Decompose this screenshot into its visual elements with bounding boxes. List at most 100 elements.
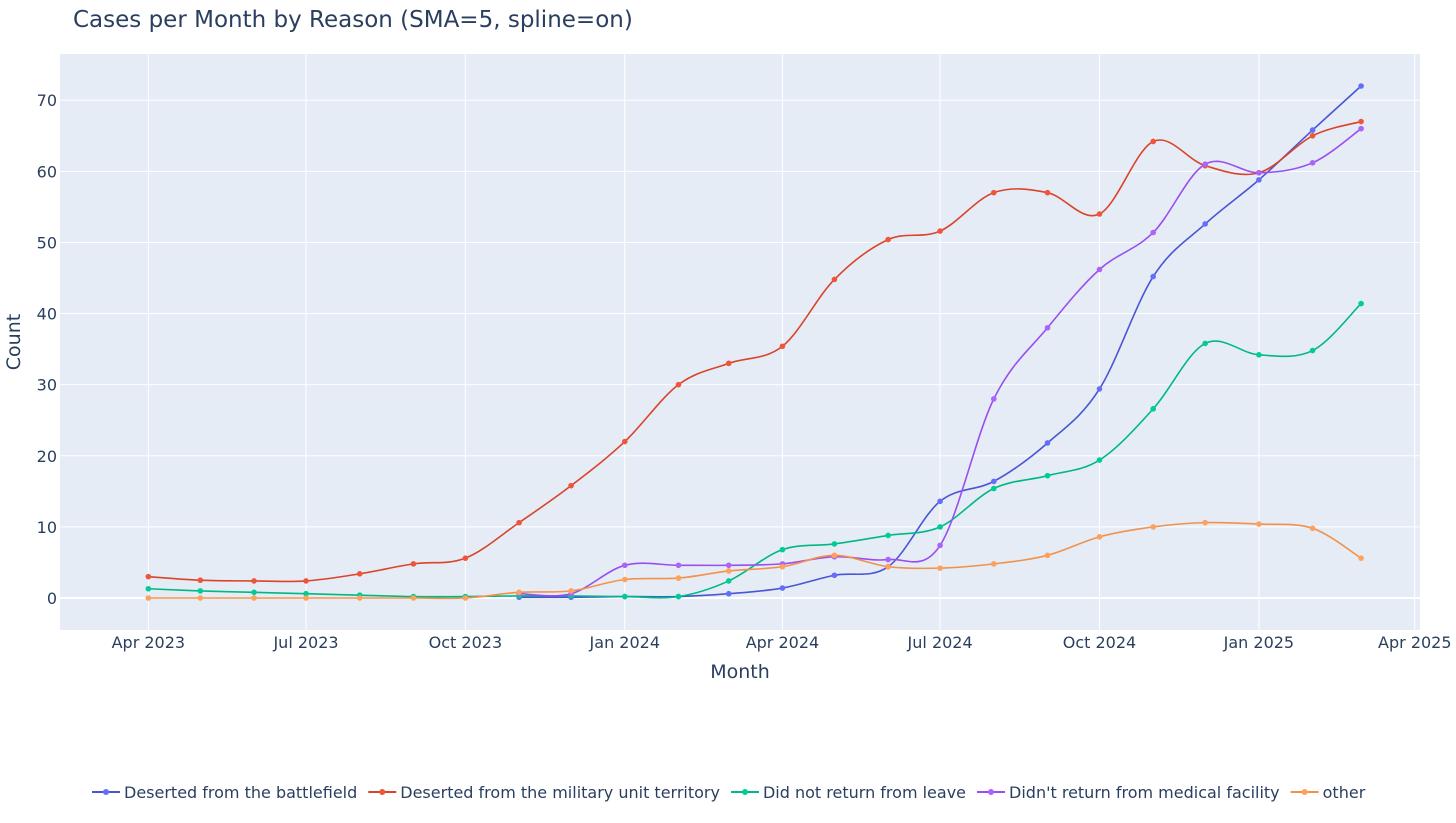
data-point[interactable] (462, 555, 469, 561)
data-point[interactable] (621, 576, 628, 583)
data-point[interactable] (1358, 300, 1364, 307)
legend-item-1[interactable]: Deserted from the military unit territor… (368, 783, 720, 802)
data-point[interactable] (1202, 161, 1208, 168)
data-point[interactable] (145, 573, 152, 580)
legend-item-3[interactable]: Didn't return from medical facility (977, 783, 1280, 802)
data-point[interactable] (1096, 266, 1103, 273)
data-point[interactable] (1202, 519, 1208, 526)
data-point[interactable] (1358, 125, 1364, 132)
data-point[interactable] (1309, 132, 1316, 139)
data-point[interactable] (1150, 229, 1156, 236)
data-point[interactable] (516, 519, 522, 526)
data-point[interactable] (1256, 352, 1262, 358)
data-point[interactable] (831, 541, 838, 547)
data-point[interactable] (1256, 169, 1262, 176)
data-point[interactable] (779, 343, 786, 350)
data-point[interactable] (197, 595, 204, 601)
data-point[interactable] (675, 562, 682, 569)
data-point[interactable] (1044, 440, 1051, 446)
data-point[interactable] (251, 589, 257, 596)
data-point[interactable] (197, 577, 204, 584)
data-point[interactable] (991, 396, 997, 402)
legend-label: Deserted from the battlefield (124, 783, 357, 802)
data-point[interactable] (1358, 555, 1364, 561)
data-point[interactable] (937, 524, 943, 530)
data-point[interactable] (937, 498, 943, 505)
data-point[interactable] (1202, 340, 1208, 347)
data-point[interactable] (1358, 118, 1364, 125)
data-point[interactable] (937, 565, 943, 571)
data-point[interactable] (831, 276, 838, 283)
data-point[interactable] (991, 485, 997, 492)
data-point[interactable] (410, 561, 417, 567)
data-point[interactable] (1096, 534, 1103, 540)
data-point[interactable] (1202, 221, 1208, 227)
data-point[interactable] (303, 590, 309, 597)
data-point[interactable] (991, 561, 997, 567)
legend-item-2[interactable]: Did not return from leave (730, 783, 966, 802)
data-point[interactable] (1096, 457, 1103, 463)
data-point[interactable] (621, 438, 628, 445)
data-point[interactable] (779, 546, 786, 553)
data-point[interactable] (568, 588, 574, 594)
data-point[interactable] (568, 482, 574, 489)
data-point[interactable] (1256, 521, 1262, 527)
data-point[interactable] (1309, 127, 1316, 133)
data-point[interactable] (621, 562, 628, 569)
data-point[interactable] (516, 589, 522, 596)
data-point[interactable] (937, 228, 943, 234)
data-point[interactable] (303, 578, 309, 584)
data-point[interactable] (303, 595, 309, 601)
data-point[interactable] (1150, 138, 1156, 145)
data-point[interactable] (1256, 177, 1262, 183)
data-point[interactable] (1358, 83, 1364, 89)
data-point[interactable] (831, 552, 838, 559)
data-point[interactable] (1150, 406, 1156, 412)
data-point[interactable] (725, 578, 732, 584)
legend-item-0[interactable]: Deserted from the battlefield (92, 783, 357, 802)
data-point[interactable] (885, 563, 891, 570)
data-point[interactable] (1150, 524, 1156, 530)
data-point[interactable] (1309, 160, 1316, 166)
data-point[interactable] (621, 593, 628, 600)
data-point[interactable] (145, 585, 152, 592)
data-point[interactable] (462, 595, 469, 601)
data-point[interactable] (725, 568, 732, 574)
data-point[interactable] (1044, 472, 1051, 479)
data-point[interactable] (145, 595, 152, 601)
data-point[interactable] (675, 381, 682, 388)
data-point[interactable] (885, 556, 891, 563)
data-point[interactable] (1096, 211, 1103, 217)
data-point[interactable] (1096, 386, 1103, 392)
data-point[interactable] (1044, 189, 1051, 196)
series-group (145, 83, 1364, 601)
data-point[interactable] (1150, 273, 1156, 280)
data-point[interactable] (885, 236, 891, 243)
data-point[interactable] (725, 562, 732, 569)
data-point[interactable] (831, 572, 838, 579)
y-tick-label: 30 (37, 376, 57, 395)
data-point[interactable] (779, 563, 786, 570)
legend-marker (379, 789, 386, 795)
data-point[interactable] (991, 189, 997, 196)
data-point[interactable] (779, 585, 786, 591)
data-point[interactable] (1309, 525, 1316, 532)
data-point[interactable] (991, 478, 997, 485)
data-point[interactable] (885, 532, 891, 539)
data-point[interactable] (356, 571, 363, 577)
data-point[interactable] (675, 575, 682, 581)
data-point[interactable] (197, 588, 204, 594)
data-point[interactable] (675, 593, 682, 600)
data-point[interactable] (725, 360, 732, 367)
data-point[interactable] (356, 595, 363, 601)
data-point[interactable] (1044, 552, 1051, 559)
data-point[interactable] (725, 590, 732, 597)
data-point[interactable] (410, 595, 417, 601)
data-point[interactable] (251, 578, 257, 584)
data-point[interactable] (1309, 347, 1316, 354)
legend-item-4[interactable]: other (1290, 783, 1366, 802)
data-point[interactable] (251, 595, 257, 601)
data-point[interactable] (1044, 324, 1051, 331)
data-point[interactable] (937, 542, 943, 549)
